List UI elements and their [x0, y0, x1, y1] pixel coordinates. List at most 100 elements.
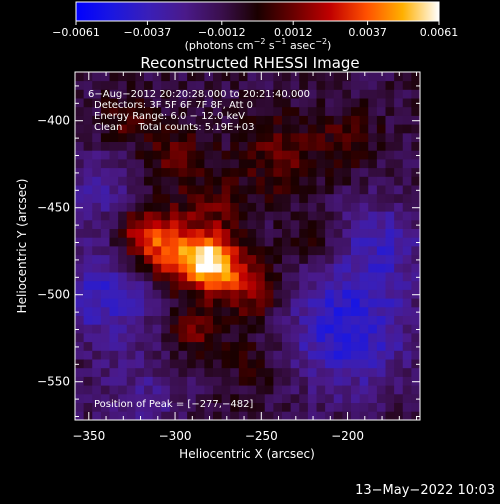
heatmap-cell — [299, 315, 309, 325]
heatmap-cell — [307, 141, 317, 151]
heatmap-cell — [187, 106, 197, 116]
heatmap-cell — [213, 341, 223, 351]
heatmap-cell — [307, 176, 317, 186]
heatmap-cell — [118, 176, 128, 186]
heatmap-cell — [316, 150, 326, 160]
heatmap-cell — [195, 367, 205, 377]
heatmap-cell — [368, 324, 378, 334]
heatmap-cell — [368, 237, 378, 247]
heatmap-cell — [213, 376, 223, 386]
heatmap-cell — [394, 237, 404, 247]
heatmap-cell — [351, 141, 361, 151]
heatmap-cell — [195, 315, 205, 325]
heatmap-cell — [282, 115, 292, 125]
heatmap-cell — [109, 350, 119, 360]
heatmap-cell — [316, 228, 326, 238]
heatmap-cell — [118, 211, 128, 221]
heatmap-cell — [204, 272, 214, 282]
heatmap-cell — [75, 411, 85, 421]
heatmap-cell — [213, 411, 223, 421]
heatmap-cell — [394, 176, 404, 186]
heatmap-cell — [256, 402, 266, 412]
heatmap-cell — [342, 402, 352, 412]
heatmap-cell — [290, 115, 300, 125]
heatmap-cell — [325, 306, 335, 316]
colorbar-tick-label: −0.0061 — [52, 26, 100, 39]
heatmap-cell — [307, 106, 317, 116]
heatmap-cell — [178, 263, 188, 273]
heatmap-cell — [109, 150, 119, 160]
heatmap-cell — [290, 159, 300, 169]
heatmap-cell — [83, 106, 93, 116]
heatmap-cell — [394, 159, 404, 169]
heatmap-cell — [109, 106, 119, 116]
heatmap-cell — [256, 298, 266, 308]
heatmap-cell — [204, 367, 214, 377]
heatmap-cell — [204, 341, 214, 351]
heatmap-cell — [109, 115, 119, 125]
heatmap-cell — [290, 176, 300, 186]
heatmap-cell — [144, 367, 154, 377]
heatmap-cell — [195, 185, 205, 195]
heatmap-cell — [126, 376, 136, 386]
heatmap-cell — [264, 106, 274, 116]
heatmap-cell — [333, 106, 343, 116]
heatmap-cell — [178, 402, 188, 412]
heatmap-cell — [290, 402, 300, 412]
heatmap-cell — [144, 106, 154, 116]
colorbar-tick-label: 0.0037 — [348, 26, 387, 39]
heatmap-cell — [394, 411, 404, 421]
heatmap-cell — [333, 124, 343, 134]
heatmap-cell — [368, 315, 378, 325]
heatmap-cell — [230, 219, 240, 229]
heatmap-cell — [135, 202, 145, 212]
heatmap-cell — [221, 237, 231, 247]
heatmap-cell — [161, 167, 171, 177]
heatmap-cell — [333, 263, 343, 273]
heatmap-cell — [152, 106, 162, 116]
heatmap-cell — [135, 289, 145, 299]
heatmap-cell — [221, 376, 231, 386]
heatmap-cell — [152, 80, 162, 90]
heatmap-cell — [135, 359, 145, 369]
heatmap-cell — [333, 228, 343, 238]
heatmap-cell — [264, 324, 274, 334]
heatmap-cell — [100, 402, 110, 412]
y-axis-label: Heliocentric Y (arcsec) — [15, 179, 29, 314]
heatmap-cell — [316, 237, 326, 247]
heatmap-cell — [359, 124, 369, 134]
heatmap-cell — [75, 402, 85, 412]
heatmap-cell — [256, 289, 266, 299]
heatmap-cell — [238, 298, 248, 308]
heatmap-cell — [411, 132, 421, 142]
colorbar-unit-label: (photons cm−2 s−1 asec−2) — [185, 37, 332, 52]
heatmap-cell — [161, 98, 171, 108]
heatmap-cell — [273, 211, 283, 221]
heatmap-cell — [333, 315, 343, 325]
heatmap-cell — [307, 280, 317, 290]
heatmap-cell — [152, 132, 162, 142]
heatmap-cell — [325, 341, 335, 351]
heatmap-cell — [118, 298, 128, 308]
heatmap-cell — [273, 141, 283, 151]
heatmap-cell — [144, 167, 154, 177]
heatmap-cell — [238, 341, 248, 351]
heatmap-cell — [290, 350, 300, 360]
heatmap-cell — [92, 193, 102, 203]
heatmap-cell — [213, 106, 223, 116]
heatmap-cell — [118, 333, 128, 343]
heatmap-cell — [282, 228, 292, 238]
heatmap-cell — [213, 237, 223, 247]
heatmap-cell — [359, 72, 369, 82]
heatmap-cell — [126, 272, 136, 282]
heatmap-cell — [282, 315, 292, 325]
heatmap-cell — [238, 89, 248, 99]
heatmap-cell — [213, 246, 223, 256]
heatmap-cell — [299, 359, 309, 369]
heatmap-cell — [83, 150, 93, 160]
heatmap-cell — [342, 376, 352, 386]
heatmap-cell — [256, 115, 266, 125]
heatmap-cell — [273, 159, 283, 169]
heatmap-cell — [135, 106, 145, 116]
heatmap-cell — [230, 350, 240, 360]
